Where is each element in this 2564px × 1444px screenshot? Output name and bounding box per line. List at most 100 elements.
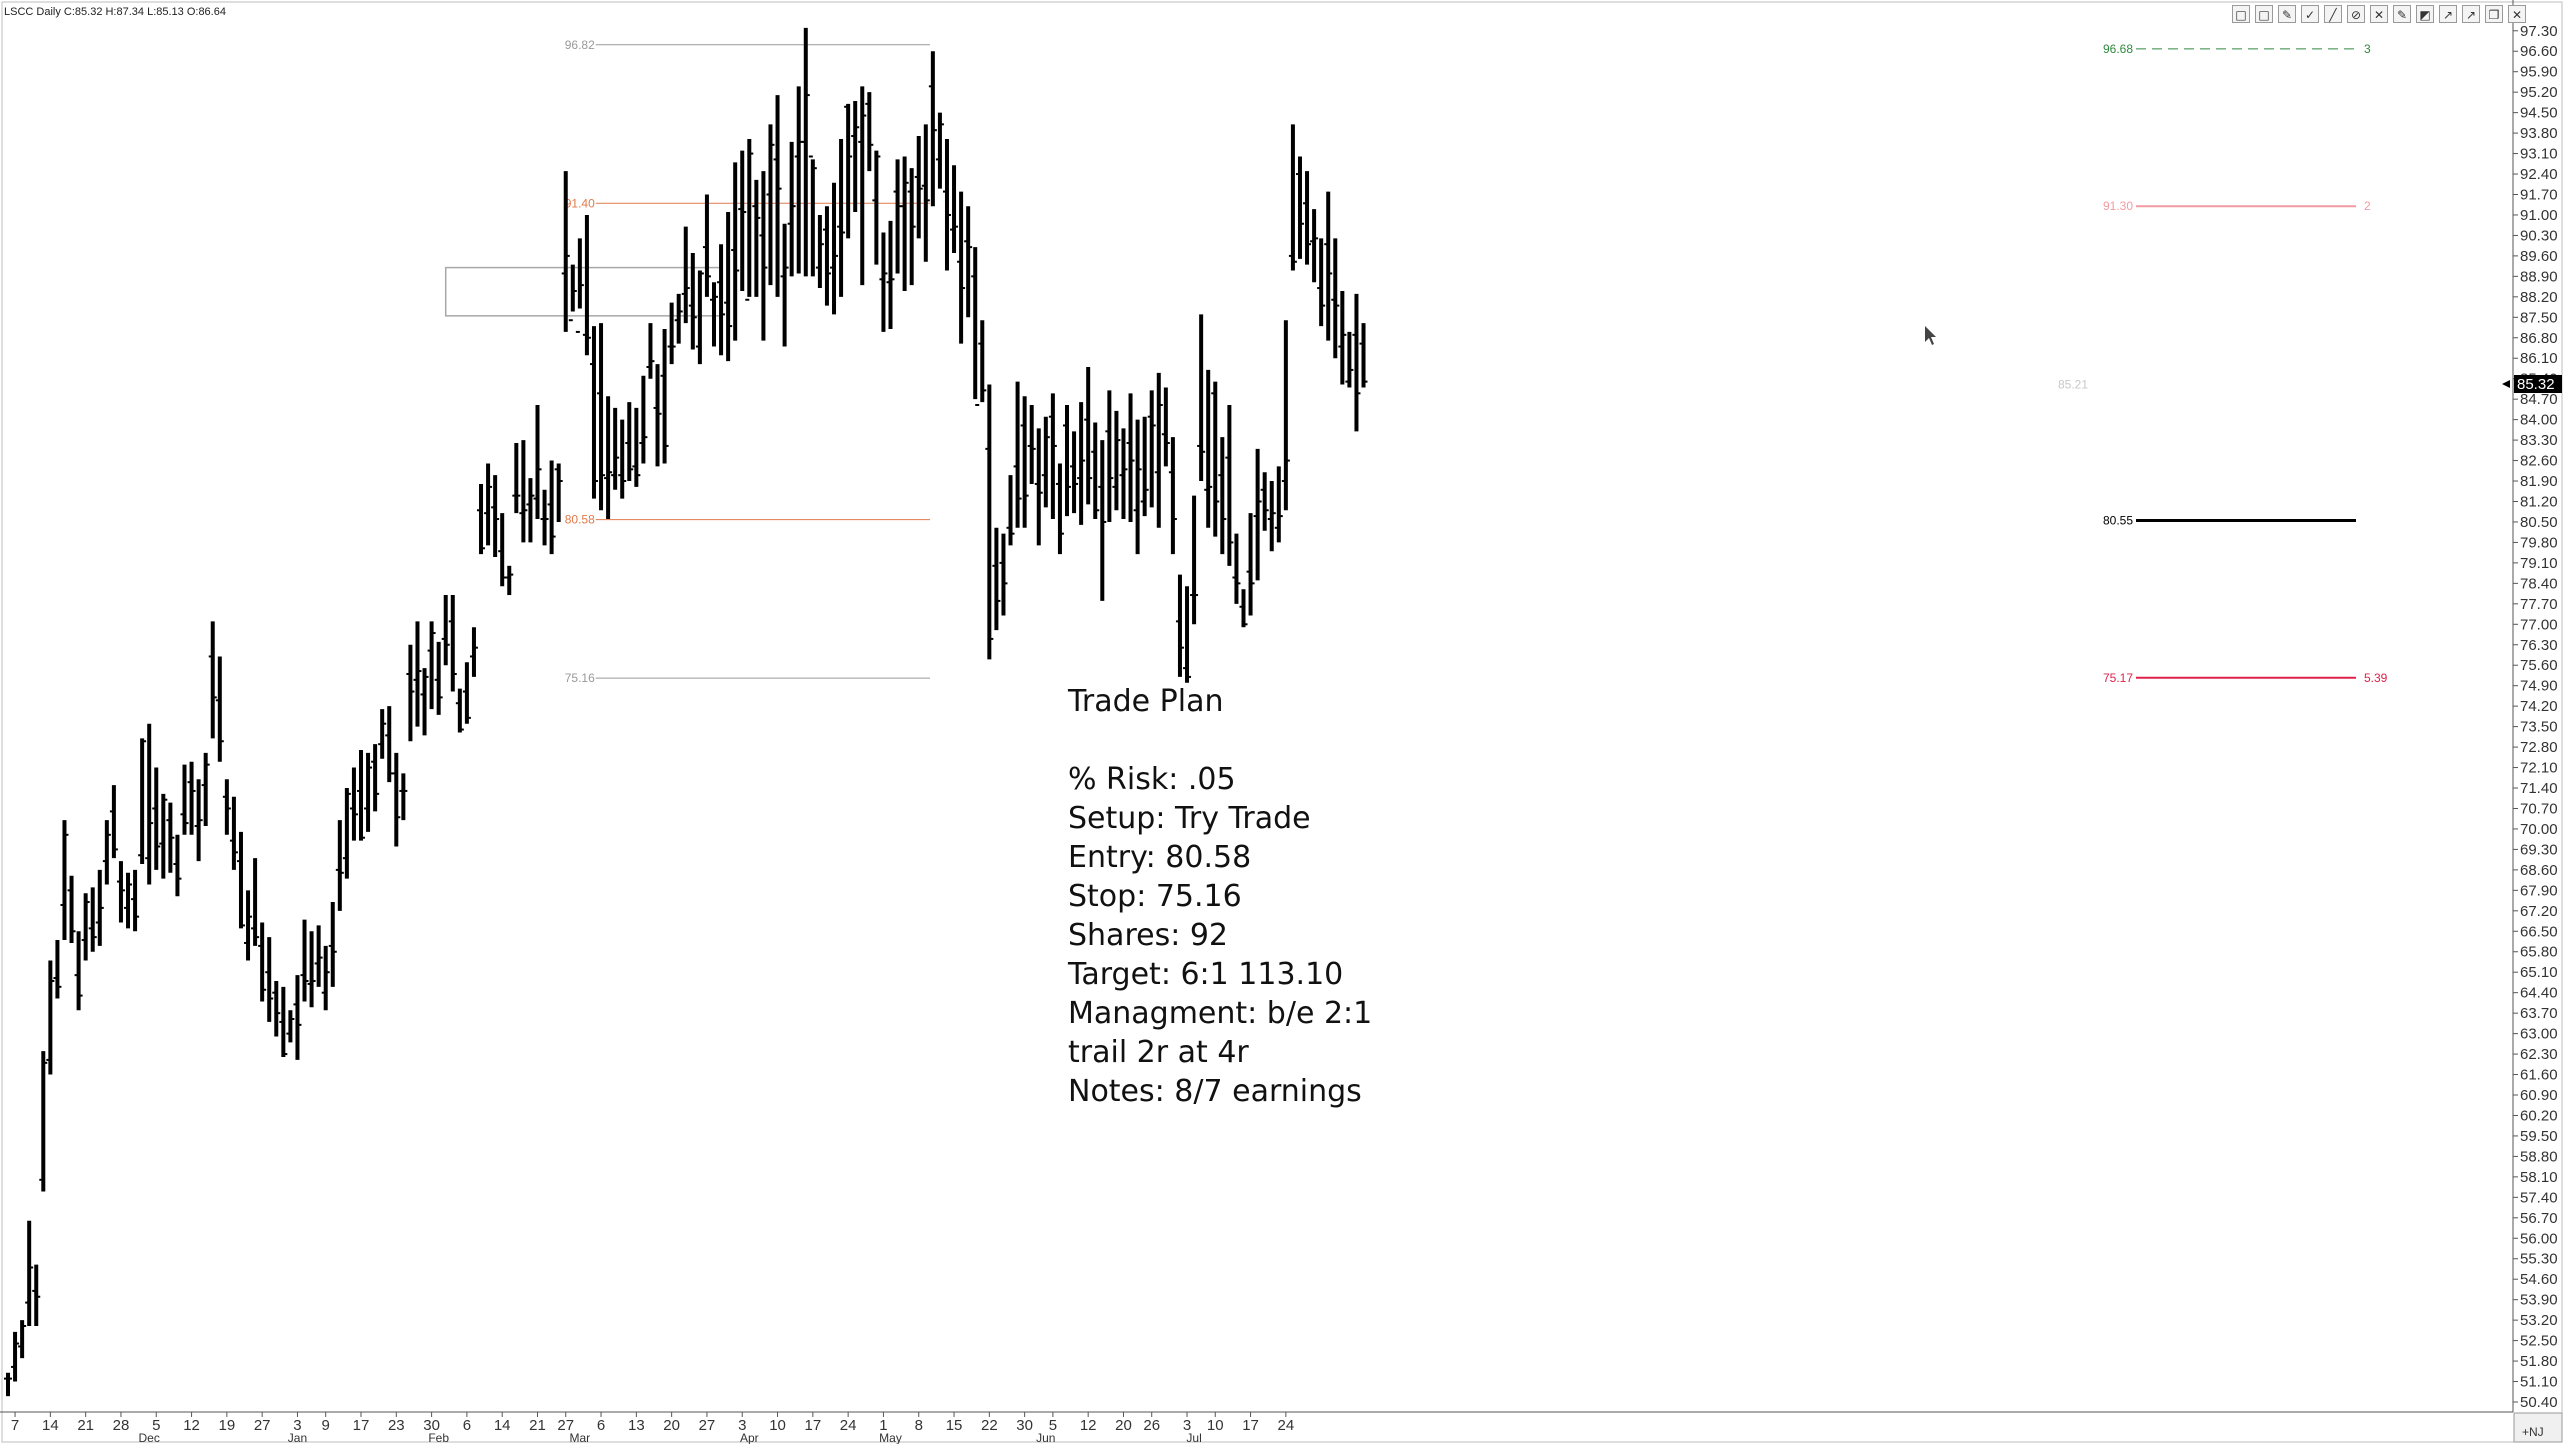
y-tick-label: 77.00 <box>2520 616 2558 633</box>
y-tick-label: 73.50 <box>2520 719 2558 736</box>
circle-icon[interactable]: ⊘ <box>2347 5 2365 23</box>
y-tick-label: 87.50 <box>2520 309 2558 326</box>
y-tick-label: 74.20 <box>2520 698 2558 715</box>
ohlc-bar <box>618 419 627 499</box>
ohlc-bar <box>469 627 478 677</box>
x-tick-label: 28 <box>113 1417 130 1434</box>
ohlc-bar <box>357 750 365 841</box>
ohlc-bar <box>364 752 373 832</box>
ohlc-bar <box>95 869 104 946</box>
time-axis[interactable]: 7 14 21 28 5 12 19 27 3 9 17 23 30 6 14 21 27 6 13 20 27 3 10 1… <box>11 1412 1294 1444</box>
ohlc-bar <box>18 1320 27 1359</box>
ohlc-bar <box>1183 586 1192 683</box>
ohlc-bar <box>1232 533 1241 604</box>
fill-icon[interactable]: ◩ <box>2416 5 2434 23</box>
ohlc-bar <box>152 767 161 870</box>
ohlc-bar <box>646 323 655 379</box>
annotate-icon[interactable]: ✎ <box>2278 5 2296 23</box>
ohlc-bar <box>1310 209 1319 283</box>
ohlc-bar <box>724 212 733 362</box>
ohlc-bar <box>554 463 563 522</box>
ohlc-bar <box>392 752 401 847</box>
ohlc-bar <box>808 155 817 277</box>
ohlc-bar <box>286 1010 295 1043</box>
ohlc-bar <box>773 95 782 297</box>
ohlc-bar <box>1063 405 1071 517</box>
x-month-label: Jul <box>1186 1431 1201 1444</box>
tag-icon[interactable]: ✓ <box>2301 5 2319 23</box>
ohlc-bar <box>1084 367 1093 505</box>
ohlc-bar <box>1070 431 1079 514</box>
ohlc-bar <box>681 226 690 324</box>
x-tick-label: 6 <box>597 1417 605 1434</box>
ohlc-bar <box>1119 428 1128 520</box>
x-month-label: Feb <box>428 1431 449 1444</box>
ohlc-bar <box>60 820 69 941</box>
y-tick-label: 72.80 <box>2520 739 2558 756</box>
y-tick-label: 67.90 <box>2520 882 2558 899</box>
restore-icon[interactable]: ❐ <box>2485 5 2503 23</box>
ohlc-bar <box>385 706 394 783</box>
ohlc-bar <box>399 773 408 821</box>
x-month-label: Mar <box>570 1431 591 1444</box>
ohlc-bar <box>653 364 662 467</box>
y-tick-label: 70.00 <box>2520 821 2558 838</box>
ohlc-bar <box>561 171 570 332</box>
ohlc-bar <box>1020 396 1029 528</box>
y-tick-label: 81.20 <box>2520 493 2558 510</box>
y-tick-label: 56.70 <box>2520 1210 2558 1227</box>
ohlc-bar <box>145 723 154 885</box>
ohlc-bar <box>491 475 500 558</box>
ohlc-bar <box>604 396 613 520</box>
close-icon[interactable]: ✕ <box>2508 5 2526 23</box>
ohlc-bar <box>893 159 902 274</box>
line-icon[interactable]: ╱ <box>2324 5 2342 23</box>
x-tick-label: 30 <box>423 1417 440 1434</box>
ohlc-bar <box>222 779 231 835</box>
y-tick-label: 79.10 <box>2520 555 2558 572</box>
y-tick-label: 97.30 <box>2520 23 2558 40</box>
ohlc-bar <box>985 384 994 660</box>
ohlc-bar <box>1324 191 1333 341</box>
y-tick-label: 63.70 <box>2520 1005 2558 1022</box>
ohlc-bar <box>519 440 528 543</box>
ohlc-bar <box>745 138 754 301</box>
high-level-label: 96.82 <box>565 38 595 52</box>
price-axis[interactable]: 97.30 96.60 95.90 95.20 94.50 93.80 93.10 92.40… <box>2513 23 2558 1411</box>
rect-icon[interactable]: □ <box>2255 5 2273 23</box>
rect-icon[interactable]: □ <box>2232 5 2250 23</box>
ohlc-bar <box>865 92 874 172</box>
x-tick-label: 3 <box>293 1417 301 1434</box>
resistance-level-label: 91.40 <box>565 196 595 210</box>
ohlc-bar <box>46 960 55 1075</box>
ohlc-bar <box>173 834 182 897</box>
pen-icon[interactable]: ✎ <box>2393 5 2411 23</box>
arrow-icon[interactable]: ↗ <box>2439 5 2457 23</box>
y-tick-label: 70.70 <box>2520 800 2558 817</box>
cross-icon[interactable]: ✕ <box>2370 5 2388 23</box>
ohlc-bar <box>533 405 542 520</box>
y-tick-label: 74.90 <box>2520 678 2558 695</box>
x-tick-label: 24 <box>1278 1417 1295 1434</box>
ohlc-bar <box>1218 437 1227 555</box>
ohlc-bar <box>1147 390 1156 508</box>
ohlc-bar <box>978 320 987 403</box>
trade-plan-title: Trade Plan <box>1068 684 1224 719</box>
ohlc-bar <box>752 179 761 297</box>
x-month-label: Jun <box>1036 1431 1055 1444</box>
ohlc-bar <box>265 937 274 1022</box>
corner-button[interactable]: +NJ <box>2513 1412 2563 1443</box>
arrow-icon[interactable]: ↗ <box>2462 5 2480 23</box>
y-tick-label: 72.10 <box>2520 760 2558 777</box>
y-tick-label: 88.90 <box>2520 268 2558 285</box>
ohlc-bar <box>39 1051 48 1192</box>
ohlc-bar <box>1154 372 1163 528</box>
ohlc-bar <box>236 831 245 929</box>
ohlc-bar <box>215 656 224 762</box>
y-tick-label: 64.40 <box>2520 985 2558 1002</box>
ohlc-bar <box>872 150 881 265</box>
ohlc-bar <box>822 206 831 306</box>
y-tick-label: 92.40 <box>2520 166 2558 183</box>
trade-plan-note: Trade Plan % Risk: .05 Setup: Try Trade … <box>1068 682 1588 1111</box>
